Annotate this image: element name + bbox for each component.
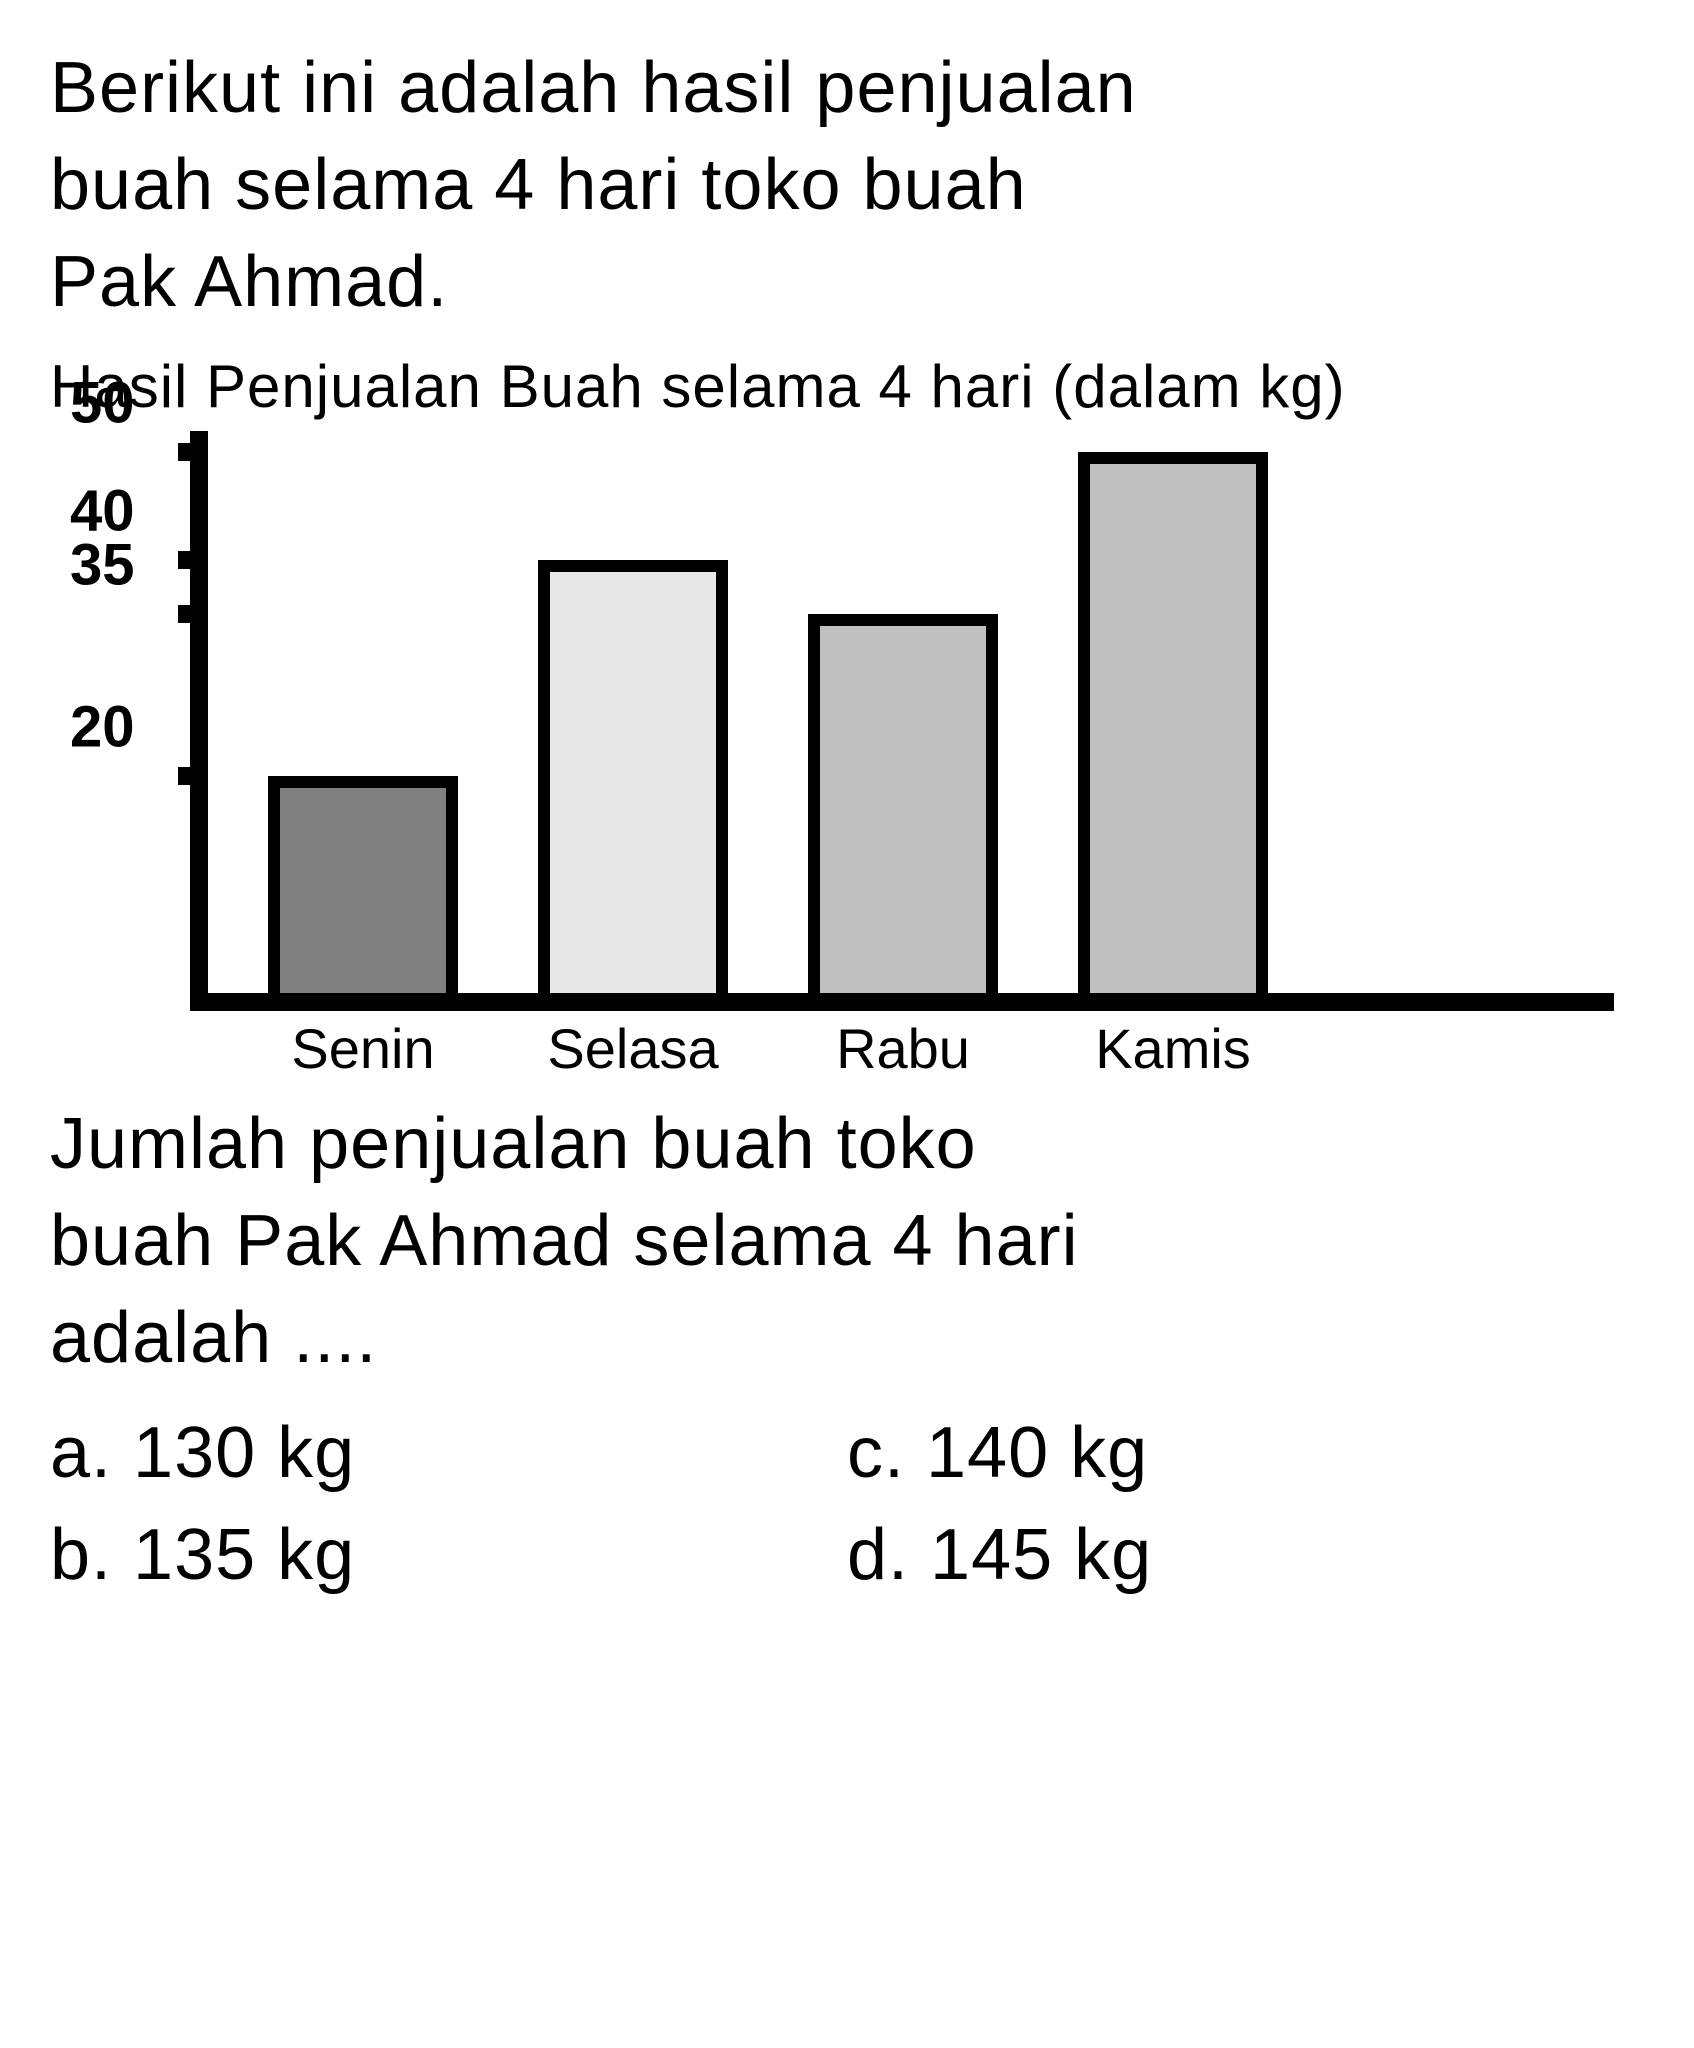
x-axis-label: Selasa	[538, 1016, 728, 1081]
option-d: d. 145 kg	[847, 1514, 1644, 1596]
bar	[268, 776, 458, 992]
y-tick-mark	[178, 605, 208, 623]
y-tick-label: 20	[70, 694, 135, 761]
answer-options: a. 130 kg c. 140 kg b. 135 kg d. 145 kg	[50, 1412, 1644, 1596]
chart-title: Hasil Penjualan Buah selama 4 hari (dala…	[50, 352, 1644, 421]
y-tick-mark	[178, 551, 208, 569]
bar-chart: 20354050 SeninSelasaRabuKamis	[70, 431, 1644, 1011]
y-tick-label: 40	[70, 478, 135, 545]
x-axis-label: Rabu	[808, 1016, 998, 1081]
intro-line-3: Pak Ahmad.	[50, 242, 448, 322]
bars-area	[208, 431, 1594, 993]
y-axis-line	[190, 431, 208, 1011]
bar	[1078, 452, 1268, 992]
intro-line-2: buah selama 4 hari toko buah	[50, 145, 1027, 225]
question-line-1: Jumlah penjualan buah toko	[50, 1104, 977, 1184]
x-axis-label: Kamis	[1078, 1016, 1268, 1081]
y-axis: 20354050	[70, 431, 190, 1011]
bar	[808, 614, 998, 992]
question-line-2: buah Pak Ahmad selama 4 hari	[50, 1201, 1079, 1281]
bar	[538, 560, 728, 992]
x-axis-labels: Senin Selasa Rabu Kamis	[208, 1011, 1594, 1081]
x-axis-line	[190, 993, 1614, 1011]
y-tick-mark	[178, 443, 208, 461]
intro-line-1: Berikut ini adalah hasil penjualan	[50, 48, 1137, 128]
option-c: c. 140 kg	[847, 1412, 1644, 1494]
y-tick-mark	[178, 767, 208, 785]
question-text: Jumlah penjualan buah toko buah Pak Ahma…	[50, 1096, 1644, 1388]
option-a: a. 130 kg	[50, 1412, 847, 1494]
intro-text: Berikut ini adalah hasil penjualan buah …	[50, 40, 1644, 332]
x-axis-label: Senin	[268, 1016, 458, 1081]
question-line-3: adalah ....	[50, 1298, 377, 1378]
y-tick-label: 50	[70, 370, 135, 437]
option-b: b. 135 kg	[50, 1514, 847, 1596]
